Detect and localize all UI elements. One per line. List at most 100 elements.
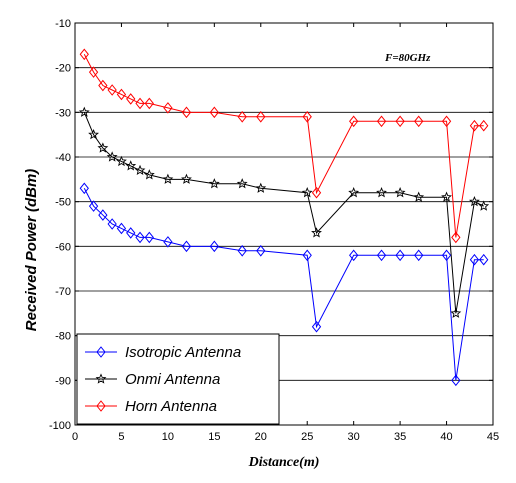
x-tick-label: 40 <box>440 431 452 443</box>
data-point <box>441 249 452 262</box>
y-tick-label: -90 <box>55 375 71 387</box>
data-point <box>144 231 154 244</box>
data-point <box>135 97 145 110</box>
x-tick-label: 30 <box>348 431 360 443</box>
data-point <box>256 110 266 123</box>
data-point <box>302 110 312 123</box>
legend-label: Horn Antenna <box>125 398 217 415</box>
data-point <box>236 178 248 189</box>
legend-label: Onmi Antenna <box>125 371 220 388</box>
data-point <box>126 93 136 105</box>
data-point <box>255 182 267 193</box>
data-point <box>301 187 313 198</box>
x-tick-label: 5 <box>118 431 124 443</box>
plot-area <box>78 48 490 387</box>
data-point <box>163 236 173 248</box>
data-point <box>441 115 452 128</box>
data-point <box>237 110 247 123</box>
data-point <box>376 187 387 198</box>
x-tick-label: 10 <box>162 431 174 443</box>
data-point <box>181 106 192 119</box>
series-3 <box>79 48 489 244</box>
data-point <box>311 227 322 238</box>
data-point <box>395 115 405 128</box>
data-point <box>135 231 145 244</box>
data-point <box>107 84 117 96</box>
y-axis-label: Received Power (dBm) <box>23 169 40 332</box>
data-point <box>413 191 425 202</box>
data-point <box>209 106 219 119</box>
data-point <box>441 191 452 202</box>
data-point <box>98 209 108 221</box>
data-point <box>107 218 117 230</box>
data-point <box>414 115 424 128</box>
series-2 <box>78 106 490 318</box>
data-point <box>237 244 247 257</box>
legend-item: Isotropic Antenna <box>85 344 241 361</box>
legend-marker <box>96 346 106 358</box>
data-point <box>162 173 174 184</box>
data-point <box>469 195 480 207</box>
data-point <box>414 249 424 262</box>
data-point <box>134 164 146 176</box>
data-point <box>395 249 405 262</box>
data-point <box>116 88 127 101</box>
data-point <box>163 102 173 114</box>
data-point <box>302 249 312 262</box>
x-tick-label: 25 <box>301 431 313 443</box>
data-point <box>79 48 89 61</box>
data-point <box>311 186 322 199</box>
x-tick-label: 35 <box>394 431 406 443</box>
frequency-annotation: F=80GHz <box>384 52 431 64</box>
data-point <box>144 97 154 110</box>
data-point <box>125 160 137 171</box>
legend-label: Isotropic Antenna <box>125 344 241 361</box>
legend: Isotropic Antenna Onmi Antenna Horn Antenn… <box>76 333 280 425</box>
x-tick-label: 45 <box>487 431 499 443</box>
y-tick-label: -70 <box>55 286 71 298</box>
data-point <box>349 249 359 262</box>
data-point <box>116 222 127 235</box>
x-tick-label: 20 <box>255 431 267 443</box>
data-point <box>88 66 99 78</box>
y-tick-label: -50 <box>55 197 71 209</box>
data-point <box>479 119 489 132</box>
data-point <box>143 169 155 180</box>
data-point <box>209 240 219 253</box>
axis-ticks: -100-90-80-70-60-50-40-30-20-100 5 10 15 20 2… <box>49 18 499 443</box>
y-tick-label: -20 <box>55 63 71 75</box>
data-point <box>311 320 322 333</box>
data-point <box>394 187 406 198</box>
plot-frame <box>74 22 494 426</box>
y-tick-label: -80 <box>55 331 71 343</box>
data-point <box>478 200 490 211</box>
data-point <box>256 244 266 257</box>
data-point <box>451 374 461 387</box>
legend-item: Horn Antenna <box>85 398 217 415</box>
data-point <box>450 307 462 318</box>
data-point <box>116 155 127 167</box>
data-point <box>79 182 89 195</box>
data-point <box>349 115 359 128</box>
data-point <box>106 151 118 162</box>
x-tick-label: 0 <box>72 431 78 443</box>
data-point <box>451 231 461 244</box>
y-tick-label: -60 <box>55 241 71 253</box>
legend-marker <box>95 373 107 384</box>
data-point <box>98 79 108 92</box>
grid <box>75 67 493 381</box>
series-1 <box>79 182 489 387</box>
y-tick-label: -10 <box>55 18 71 30</box>
data-point <box>208 178 220 189</box>
data-point <box>181 240 192 253</box>
data-point <box>97 142 109 153</box>
data-point <box>181 173 192 184</box>
x-tick-label: 15 <box>208 431 220 443</box>
data-point <box>376 249 387 262</box>
data-point <box>88 200 99 212</box>
data-point <box>479 253 489 266</box>
y-tick-label: -30 <box>55 107 71 119</box>
data-point <box>376 115 387 128</box>
data-point <box>469 119 480 132</box>
data-point <box>469 253 480 266</box>
